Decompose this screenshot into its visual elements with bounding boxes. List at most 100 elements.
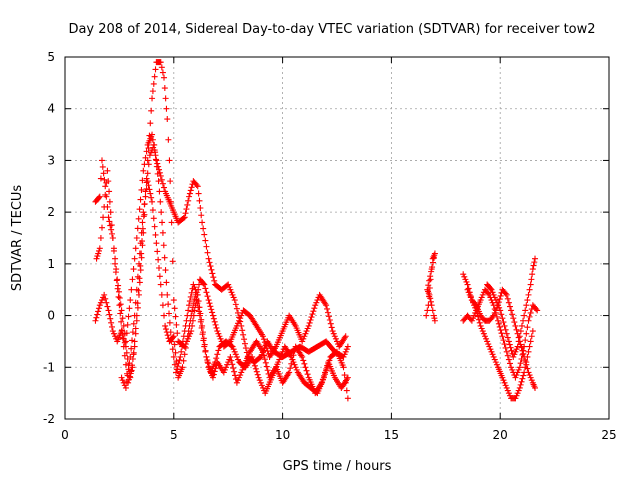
- data-point-marker: [488, 286, 495, 293]
- data-point-marker: [228, 342, 235, 349]
- data-point-marker: [292, 364, 299, 371]
- y-tick-label: 1: [47, 257, 55, 271]
- data-point-marker: [120, 335, 127, 342]
- data-point-marker: [147, 120, 154, 127]
- data-point-marker: [92, 317, 99, 324]
- data-point-marker: [130, 349, 137, 356]
- data-point-marker: [95, 194, 102, 201]
- data-point-marker: [429, 307, 436, 314]
- data-point-marker: [199, 331, 206, 338]
- data-point-marker: [260, 384, 267, 391]
- data-point-marker: [205, 255, 212, 262]
- data-point-marker: [193, 181, 200, 188]
- data-point-marker: [156, 188, 163, 195]
- data-point-marker: [237, 372, 244, 379]
- data-point-marker: [485, 341, 492, 348]
- data-point-marker: [136, 250, 143, 257]
- data-point-marker: [201, 281, 208, 288]
- data-point-marker: [249, 353, 256, 360]
- data-point-marker: [468, 317, 475, 324]
- data-point-marker: [137, 267, 144, 274]
- data-point-marker: [134, 273, 141, 280]
- data-point-marker: [260, 348, 267, 355]
- data-point-marker: [241, 340, 248, 347]
- data-point-marker: [125, 313, 132, 320]
- data-point-marker: [493, 361, 500, 368]
- data-point-marker: [153, 240, 160, 247]
- x-tick-label: 5: [170, 428, 178, 442]
- data-point-marker: [164, 332, 171, 339]
- data-point-marker: [177, 353, 184, 360]
- data-point-marker: [254, 371, 261, 378]
- data-point-marker: [251, 359, 258, 366]
- data-point-marker: [149, 147, 156, 154]
- data-point-marker: [211, 368, 218, 375]
- data-point-marker: [238, 369, 245, 376]
- data-point-marker: [162, 322, 169, 329]
- data-point-marker: [156, 264, 163, 271]
- data-point-marker: [525, 348, 532, 355]
- data-point-marker: [344, 374, 351, 381]
- data-point-marker: [159, 219, 166, 226]
- data-point-marker: [497, 307, 504, 314]
- data-point-marker: [519, 347, 526, 354]
- data-point-marker: [125, 366, 132, 373]
- data-point-marker: [142, 188, 149, 195]
- data-point-marker: [343, 346, 350, 353]
- data-point-marker: [188, 312, 195, 319]
- data-point-marker: [487, 346, 494, 353]
- data-point-marker: [492, 297, 499, 304]
- data-point-marker: [277, 353, 284, 360]
- data-point-marker: [229, 291, 236, 298]
- data-point-marker: [108, 226, 115, 233]
- data-point-marker: [332, 335, 339, 342]
- data-point-marker: [491, 294, 498, 301]
- data-point-marker: [181, 214, 188, 221]
- data-point-marker: [159, 229, 166, 236]
- data-point-marker: [429, 264, 436, 271]
- data-point-marker: [104, 303, 111, 310]
- data-point-marker: [343, 387, 350, 394]
- data-point-marker: [148, 194, 155, 201]
- data-point-marker: [526, 286, 533, 293]
- data-point-marker: [136, 279, 143, 286]
- data-point-marker: [499, 333, 506, 340]
- data-point-marker: [123, 378, 130, 385]
- data-point-marker: [499, 315, 506, 322]
- data-point-marker: [314, 297, 321, 304]
- data-point-marker: [524, 324, 531, 331]
- data-point-marker: [117, 301, 124, 308]
- data-point-marker: [525, 317, 532, 324]
- data-point-marker: [183, 338, 190, 345]
- series-track-h: [464, 286, 539, 391]
- data-point-marker: [167, 178, 174, 185]
- data-point-marker: [503, 384, 510, 391]
- data-point-marker: [109, 323, 116, 330]
- data-point-marker: [233, 353, 240, 360]
- data-point-marker: [291, 361, 298, 368]
- data-point-marker: [342, 333, 349, 340]
- y-tick-label: 5: [47, 50, 55, 64]
- data-point-marker: [109, 230, 116, 237]
- data-point-marker: [107, 315, 114, 322]
- data-point-marker: [161, 184, 168, 191]
- data-point-marker: [341, 351, 348, 358]
- data-point-marker: [178, 348, 185, 355]
- data-point-marker: [148, 107, 155, 114]
- data-point-marker: [478, 294, 485, 301]
- data-point-marker: [146, 152, 153, 159]
- data-point-marker: [110, 330, 117, 337]
- data-point-marker: [187, 317, 194, 324]
- data-point-marker: [185, 328, 192, 335]
- data-point-marker: [198, 212, 205, 219]
- data-point-marker: [324, 305, 331, 312]
- data-point-marker: [156, 273, 163, 280]
- data-point-marker: [264, 348, 271, 355]
- data-point-marker: [173, 358, 180, 365]
- data-point-marker: [215, 330, 222, 337]
- data-point-marker: [195, 286, 202, 293]
- data-point-marker: [144, 157, 151, 164]
- data-point-marker: [152, 149, 159, 156]
- data-point-marker: [226, 339, 233, 346]
- data-point-marker: [318, 379, 325, 386]
